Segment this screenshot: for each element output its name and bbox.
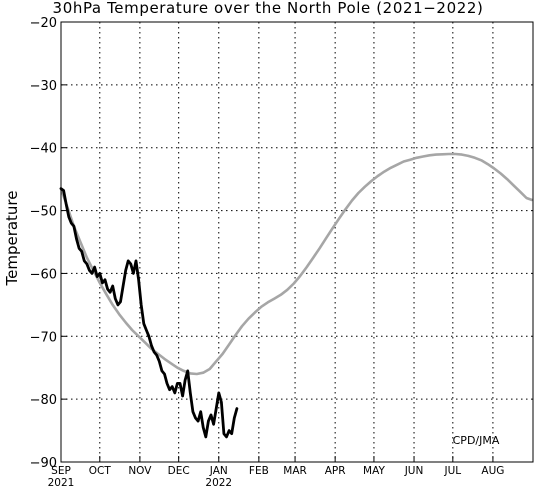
x-tick-label: DEC <box>168 465 190 477</box>
credit-label: CPD/JMA <box>453 434 500 447</box>
x-tick-year-label: 2021 <box>48 477 75 489</box>
chart-title: 30hPa Temperature over the North Pole (2… <box>53 0 484 17</box>
x-tick-label: OCT <box>89 465 112 477</box>
y-axis-label: Temperature <box>3 190 21 286</box>
y-tick-label: −50 <box>30 205 57 220</box>
x-tick-label: JUL <box>444 465 462 477</box>
y-tick-label: −20 <box>30 16 57 31</box>
x-tick-label: JAN <box>209 465 228 477</box>
series-lines <box>59 152 534 439</box>
x-tick-label: SEP <box>51 465 71 477</box>
x-tick-year-label: 2022 <box>205 477 232 489</box>
y-tick-label: −90 <box>30 456 57 471</box>
y-tick-label: −70 <box>30 330 57 345</box>
y-tick-label: −80 <box>30 393 57 408</box>
y-tick-label: −60 <box>30 267 57 282</box>
x-tick-label: FEB <box>249 465 269 477</box>
x-tick-label: NOV <box>128 465 152 477</box>
climatology-line <box>59 152 534 376</box>
plot-frame <box>60 21 534 463</box>
grid-lines <box>61 22 533 462</box>
x-tick-label: AUG <box>481 465 504 477</box>
y-tick-label: −40 <box>30 142 57 157</box>
x-tick-label: MAR <box>283 465 307 477</box>
x-tick-label: MAY <box>363 465 385 477</box>
x-tick-label: APR <box>325 465 346 477</box>
observed-temperature-line <box>59 187 239 439</box>
x-tick-label: JUN <box>404 465 424 477</box>
y-tick-label: −30 <box>30 79 57 94</box>
